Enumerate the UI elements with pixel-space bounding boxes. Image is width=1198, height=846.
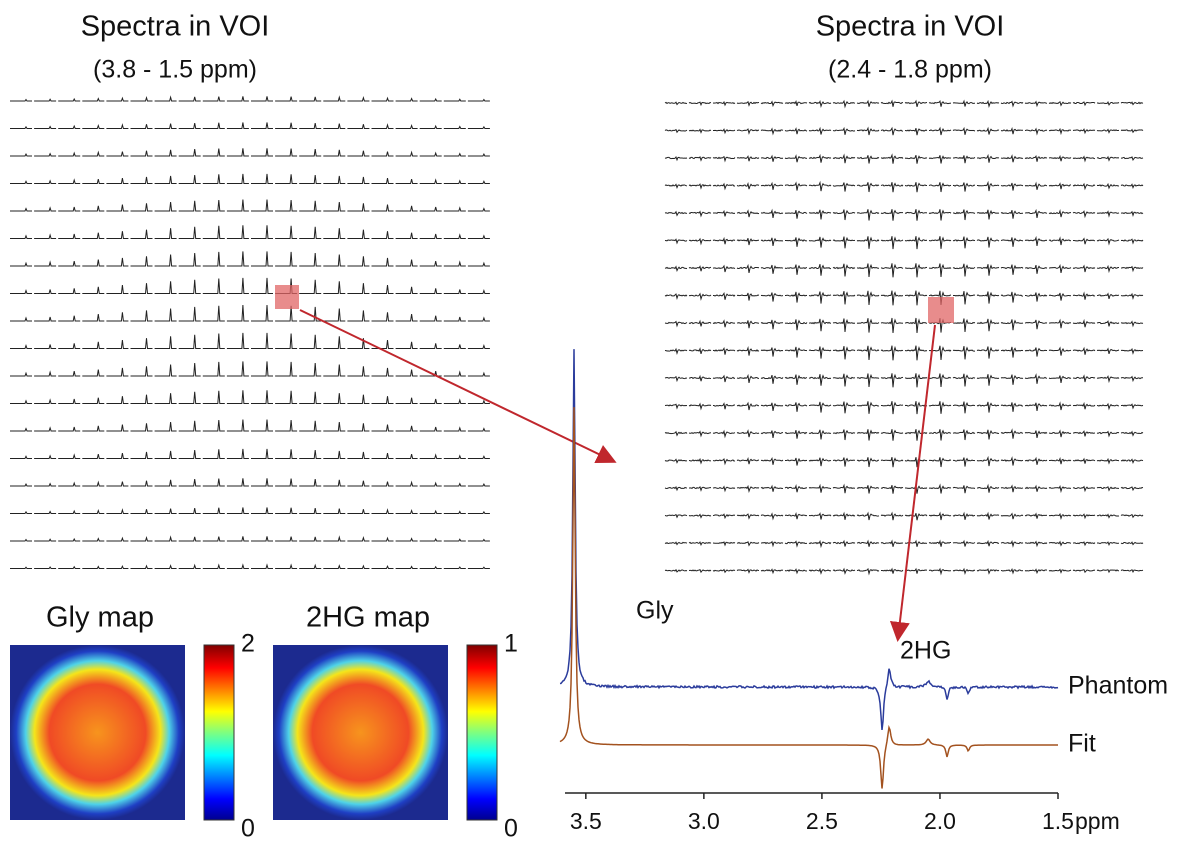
- voxel-highlight: [275, 285, 299, 309]
- arrow: [299, 309, 617, 464]
- map-title: Gly map: [46, 602, 154, 634]
- voxel-highlight: [928, 297, 954, 323]
- peak-label: 2HG: [900, 637, 951, 665]
- trace-label: Fit: [1068, 730, 1096, 758]
- spectra-grid: [664, 99, 1144, 576]
- mini-spectra: [664, 99, 1144, 576]
- colorbar-label: 0: [241, 815, 255, 843]
- heatmap: [273, 645, 448, 820]
- trace-label: Phantom: [1068, 672, 1168, 700]
- colorbar: [466, 644, 498, 821]
- x-tick-label: 3.0: [688, 808, 720, 834]
- spectrum-trace: [559, 407, 1058, 789]
- colorbar: [203, 644, 235, 821]
- x-tick-label: 3.5: [570, 808, 602, 834]
- mini-spectra: [10, 95, 490, 569]
- panel-range: (3.8 - 1.5 ppm): [93, 56, 257, 84]
- colorbar-label: 2: [241, 630, 255, 658]
- axis-unit: ppm: [1075, 808, 1120, 834]
- spectrum: 3.5 3.0 2.5 2.0 1.5: [559, 349, 1074, 834]
- colorbar-label: 0: [504, 815, 518, 843]
- arrow: [889, 324, 936, 642]
- peak-label: Gly: [636, 597, 674, 625]
- colorbar-label: 1: [504, 630, 518, 658]
- panel-title: Spectra in VOI: [81, 11, 270, 43]
- map-title: 2HG map: [306, 602, 430, 634]
- x-tick-label: 2.5: [806, 808, 838, 834]
- x-tick-label: 1.5: [1042, 808, 1074, 834]
- spectrum-trace: [559, 349, 1059, 730]
- panel-title: Spectra in VOI: [816, 11, 1005, 43]
- spectra-grid: [10, 95, 490, 569]
- heatmap: [10, 645, 185, 820]
- x-tick-label: 2.0: [924, 808, 956, 834]
- panel-range: (2.4 - 1.8 ppm): [828, 56, 992, 84]
